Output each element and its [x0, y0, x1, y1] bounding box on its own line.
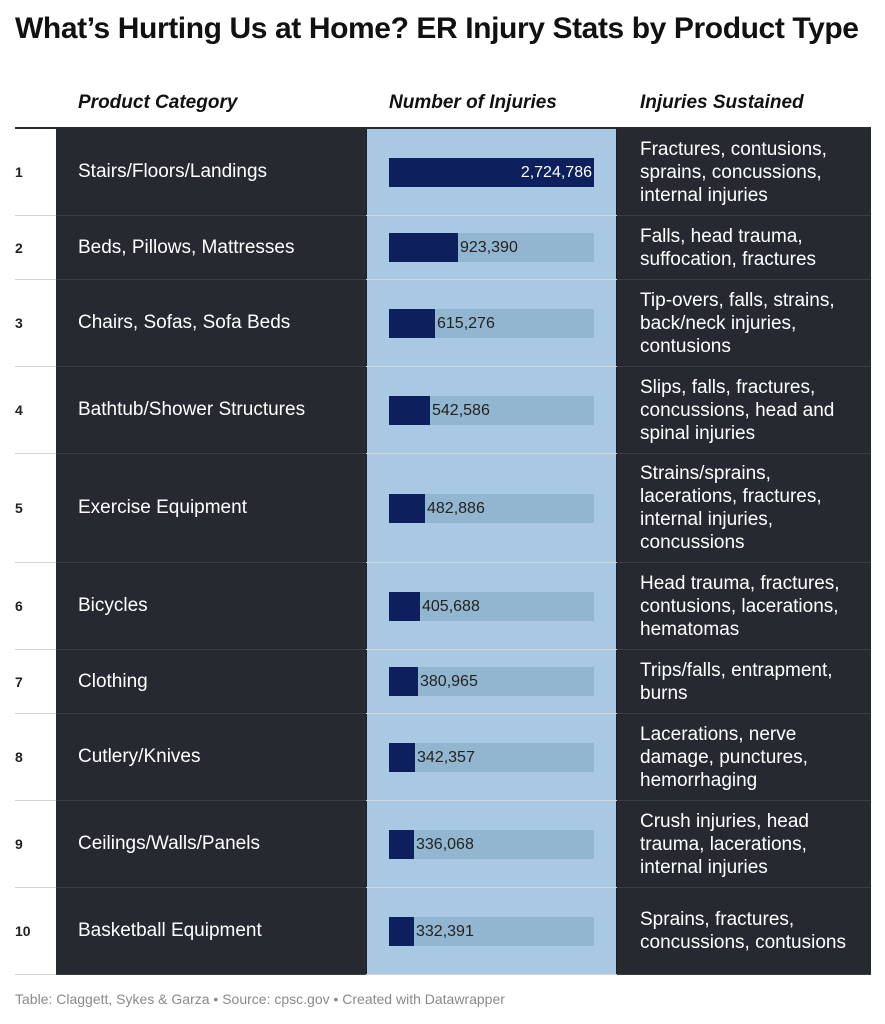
table-row: 2 Beds, Pillows, Mattresses 923,390 Falls, … — [15, 216, 871, 280]
injury-bar — [389, 395, 430, 425]
injury-count-cell: 405,688 — [366, 563, 617, 649]
header-injuries-sustained: Injuries Sustained — [640, 92, 804, 113]
bar-track: 615,276 — [389, 308, 594, 338]
table-row: 3 Chairs, Sofas, Sofa Beds 615,276 Tip-over… — [15, 280, 871, 367]
injury-count-cell: 380,965 — [366, 650, 617, 713]
product-category: Ceilings/Walls/Panels — [56, 801, 366, 888]
injury-bar — [389, 916, 414, 946]
injury-bar — [389, 493, 425, 523]
injuries-sustained: Slips, falls, fractures, concussions, he… — [617, 367, 871, 454]
injury-bar — [389, 233, 458, 262]
injury-count-cell: 482,886 — [366, 454, 617, 562]
injury-count-label: 482,886 — [427, 499, 485, 517]
table-row: 1 Stairs/Floors/Landings 2,724,786 Fracture… — [15, 129, 871, 216]
injury-table: 1 Stairs/Floors/Landings 2,724,786 Fracture… — [15, 127, 871, 975]
injuries-sustained: Fractures, contusions, sprains, concussi… — [617, 129, 871, 216]
injury-count-cell: 923,390 — [366, 216, 617, 279]
product-category: Stairs/Floors/Landings — [56, 129, 366, 216]
injury-count-label: 615,276 — [437, 314, 495, 332]
header-product-category: Product Category — [78, 92, 238, 113]
rank-number: 8 — [15, 714, 56, 800]
injury-count-label: 342,357 — [417, 748, 475, 766]
table-row: 7 Clothing 380,965 Trips/falls, entrapment,… — [15, 650, 871, 714]
rank-number: 6 — [15, 563, 56, 649]
injury-bar — [389, 667, 418, 696]
rank-number: 5 — [15, 454, 56, 562]
product-category: Bathtub/Shower Structures — [56, 367, 366, 454]
bar-track: 342,357 — [389, 742, 594, 772]
table-row: 5 Exercise Equipment 482,886 Strains/sprain… — [15, 454, 871, 563]
injury-bar — [389, 829, 414, 859]
injuries-sustained: Strains/sprains, lacerations, fractures,… — [617, 454, 871, 563]
rank-number: 7 — [15, 650, 56, 713]
injury-count-label: 2,724,786 — [520, 163, 592, 181]
table-row: 8 Cutlery/Knives 342,357 Lacerations, nerve… — [15, 714, 871, 801]
injury-count-cell: 332,391 — [366, 888, 617, 974]
product-category: Exercise Equipment — [56, 454, 366, 563]
injury-count-label: 332,391 — [416, 922, 474, 940]
bar-track: 482,886 — [389, 493, 594, 523]
injury-count-label: 336,068 — [416, 835, 474, 853]
injury-bar — [389, 157, 594, 187]
bar-track: 2,724,786 — [389, 157, 594, 187]
product-category: Clothing — [56, 650, 366, 714]
injuries-sustained: Crush injuries, head trauma, lacerations… — [617, 801, 871, 888]
injuries-sustained: Lacerations, nerve damage, punctures, he… — [617, 714, 871, 801]
footer-credit: Table: Claggett, Sykes & Garza • Source:… — [15, 991, 505, 1007]
product-category: Cutlery/Knives — [56, 714, 366, 801]
injury-count-label: 380,965 — [420, 673, 478, 690]
injury-count-cell: 342,357 — [366, 714, 617, 800]
injuries-sustained: Falls, head trauma, suffocation, fractur… — [617, 216, 871, 280]
rank-number: 9 — [15, 801, 56, 887]
rank-number: 3 — [15, 280, 56, 366]
rank-number: 1 — [15, 129, 56, 215]
table-row: 10 Basketball Equipment 332,391 Sprains, fr… — [15, 888, 871, 975]
injury-bar — [389, 591, 420, 621]
injury-bar — [389, 742, 415, 772]
table-row: 6 Bicycles 405,688 Head trauma, fractures, … — [15, 563, 871, 650]
bar-track: 380,965 — [389, 667, 594, 696]
product-category: Basketball Equipment — [56, 888, 366, 975]
product-category: Chairs, Sofas, Sofa Beds — [56, 280, 366, 367]
bar-track: 923,390 — [389, 233, 594, 262]
rank-number: 4 — [15, 367, 56, 453]
bar-track: 405,688 — [389, 591, 594, 621]
table-row: 4 Bathtub/Shower Structures 542,586 Slips, … — [15, 367, 871, 454]
injury-count-cell: 2,724,786 — [366, 129, 617, 215]
product-category: Beds, Pillows, Mattresses — [56, 216, 366, 280]
chart-title: What’s Hurting Us at Home? ER Injury Sta… — [15, 12, 859, 45]
product-category: Bicycles — [56, 563, 366, 650]
bar-track: 332,391 — [389, 916, 594, 946]
bar-track: 542,586 — [389, 395, 594, 425]
table-row: 9 Ceilings/Walls/Panels 336,068 Crush injur… — [15, 801, 871, 888]
injury-count-label: 405,688 — [422, 597, 480, 615]
rank-number: 10 — [15, 888, 56, 974]
injury-count-label: 923,390 — [460, 239, 518, 256]
injury-count-label: 542,586 — [432, 401, 490, 419]
injury-bar — [389, 308, 435, 338]
injuries-sustained: Tip-overs, falls, strains, back/neck inj… — [617, 280, 871, 367]
bar-track: 336,068 — [389, 829, 594, 859]
injury-count-cell: 336,068 — [366, 801, 617, 887]
injuries-sustained: Sprains, fractures, concussions, contusi… — [617, 888, 871, 975]
rank-number: 2 — [15, 216, 56, 279]
injury-count-cell: 615,276 — [366, 280, 617, 366]
injury-count-cell: 542,586 — [366, 367, 617, 453]
header-number-of-injuries: Number of Injuries — [389, 92, 557, 113]
injuries-sustained: Head trauma, fractures, contusions, lace… — [617, 563, 871, 650]
injuries-sustained: Trips/falls, entrapment, burns — [617, 650, 871, 714]
